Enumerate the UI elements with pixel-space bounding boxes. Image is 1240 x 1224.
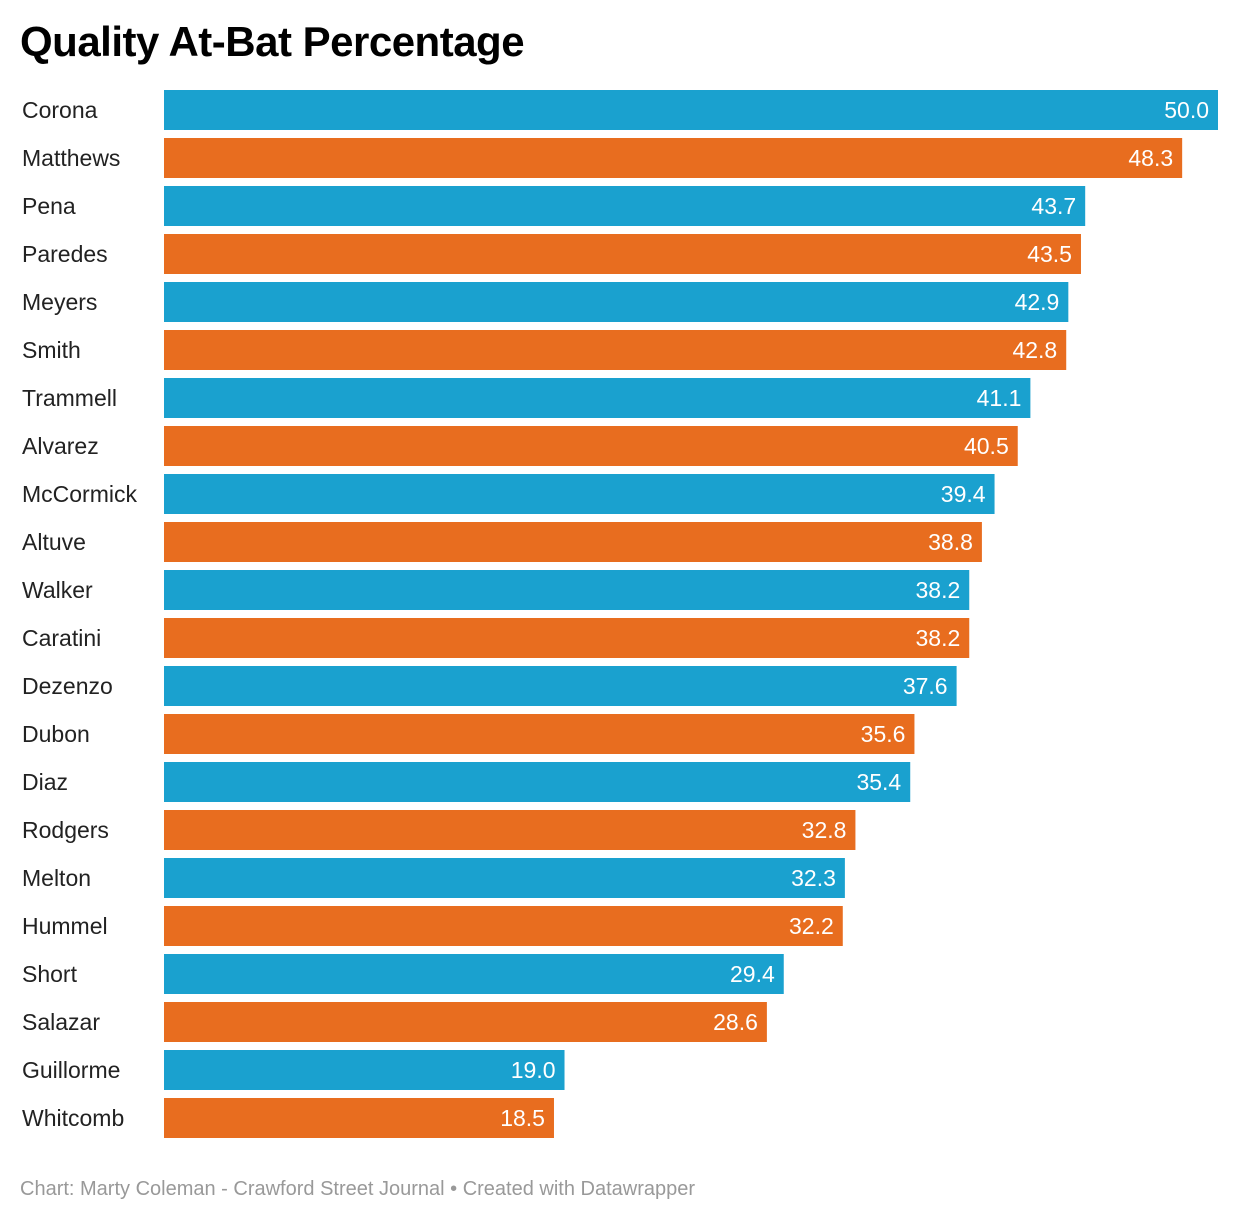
bar-row: McCormick 39.4 [22, 474, 995, 514]
value-label: 38.2 [915, 577, 960, 603]
category-label: Corona [22, 97, 98, 123]
bar-row: Paredes 43.5 [22, 234, 1081, 274]
bar-row: Alvarez 40.5 [22, 426, 1018, 466]
bar-row: Guillorme 19.0 [22, 1050, 565, 1090]
bar-row: Short 29.4 [22, 954, 784, 994]
value-label: 50.0 [1164, 97, 1209, 123]
chart-credit: Chart: Marty Coleman - Crawford Street J… [20, 1178, 696, 1200]
category-label: Guillorme [22, 1057, 120, 1083]
bar [164, 282, 1069, 322]
bar-row: Dubon 35.6 [22, 714, 915, 754]
bar-row: Dezenzo 37.6 [22, 666, 957, 706]
bar [164, 522, 982, 562]
bar-row: Rodgers 32.8 [22, 810, 856, 850]
value-label: 40.5 [964, 433, 1009, 459]
value-label: 42.8 [1012, 337, 1057, 363]
bar [164, 714, 915, 754]
value-label: 43.7 [1031, 193, 1076, 219]
category-label: Alvarez [22, 433, 99, 459]
category-label: Pena [22, 193, 76, 219]
bar [164, 954, 784, 994]
value-label: 39.4 [941, 481, 986, 507]
category-label: McCormick [22, 481, 137, 507]
bar [164, 426, 1018, 466]
bar [164, 378, 1031, 418]
category-label: Meyers [22, 289, 97, 315]
category-label: Smith [22, 337, 81, 363]
bar [164, 906, 843, 946]
bar-row: Whitcomb 18.5 [22, 1098, 554, 1138]
bar [164, 570, 970, 610]
bar-row: Corona 50.0 [22, 90, 1218, 130]
category-label: Whitcomb [22, 1105, 124, 1131]
bar-row: Altuve 38.8 [22, 522, 982, 562]
value-label: 37.6 [903, 673, 948, 699]
category-label: Walker [22, 577, 93, 603]
bar [164, 474, 995, 514]
value-label: 48.3 [1128, 145, 1173, 171]
bar [164, 618, 970, 658]
bar [164, 1050, 565, 1090]
value-label: 29.4 [730, 961, 775, 987]
bar [164, 858, 845, 898]
bar [164, 90, 1218, 130]
value-label: 35.4 [856, 769, 901, 795]
bar-row: Matthews 48.3 [22, 138, 1183, 178]
bar-row: Pena 43.7 [22, 186, 1086, 226]
bar [164, 138, 1183, 178]
value-label: 28.6 [713, 1009, 758, 1035]
bar [164, 810, 856, 850]
category-label: Dubon [22, 721, 90, 747]
bar-row: Smith 42.8 [22, 330, 1067, 370]
category-label: Salazar [22, 1009, 100, 1035]
bar-row: Hummel 32.2 [22, 906, 843, 946]
value-label: 32.2 [789, 913, 834, 939]
bar-row: Diaz 35.4 [22, 762, 911, 802]
bar-row: Melton 32.3 [22, 858, 845, 898]
category-label: Dezenzo [22, 673, 113, 699]
bar-row: Meyers 42.9 [22, 282, 1069, 322]
value-label: 38.2 [915, 625, 960, 651]
bar [164, 186, 1086, 226]
value-label: 32.8 [802, 817, 847, 843]
bar [164, 1002, 767, 1042]
value-label: 19.0 [511, 1057, 556, 1083]
bar-row: Trammell 41.1 [22, 378, 1031, 418]
value-label: 35.6 [861, 721, 906, 747]
category-label: Matthews [22, 145, 120, 171]
value-label: 41.1 [977, 385, 1022, 411]
bar-row: Walker 38.2 [22, 570, 970, 610]
category-label: Diaz [22, 769, 68, 795]
bar-row: Salazar 28.6 [22, 1002, 767, 1042]
bar-row: Caratini 38.2 [22, 618, 970, 658]
value-label: 18.5 [500, 1105, 545, 1131]
bar [164, 234, 1081, 274]
category-label: Rodgers [22, 817, 109, 843]
bar [164, 330, 1067, 370]
category-label: Hummel [22, 913, 108, 939]
value-label: 43.5 [1027, 241, 1072, 267]
category-label: Caratini [22, 625, 101, 651]
category-label: Short [22, 961, 78, 987]
bar [164, 762, 911, 802]
value-label: 38.8 [928, 529, 973, 555]
chart-title: Quality At-Bat Percentage [20, 18, 525, 65]
category-label: Paredes [22, 241, 108, 267]
bar [164, 1098, 554, 1138]
category-label: Melton [22, 865, 91, 891]
category-label: Trammell [22, 385, 117, 411]
value-label: 32.3 [791, 865, 836, 891]
category-label: Altuve [22, 529, 86, 555]
bar [164, 666, 957, 706]
value-label: 42.9 [1015, 289, 1060, 315]
